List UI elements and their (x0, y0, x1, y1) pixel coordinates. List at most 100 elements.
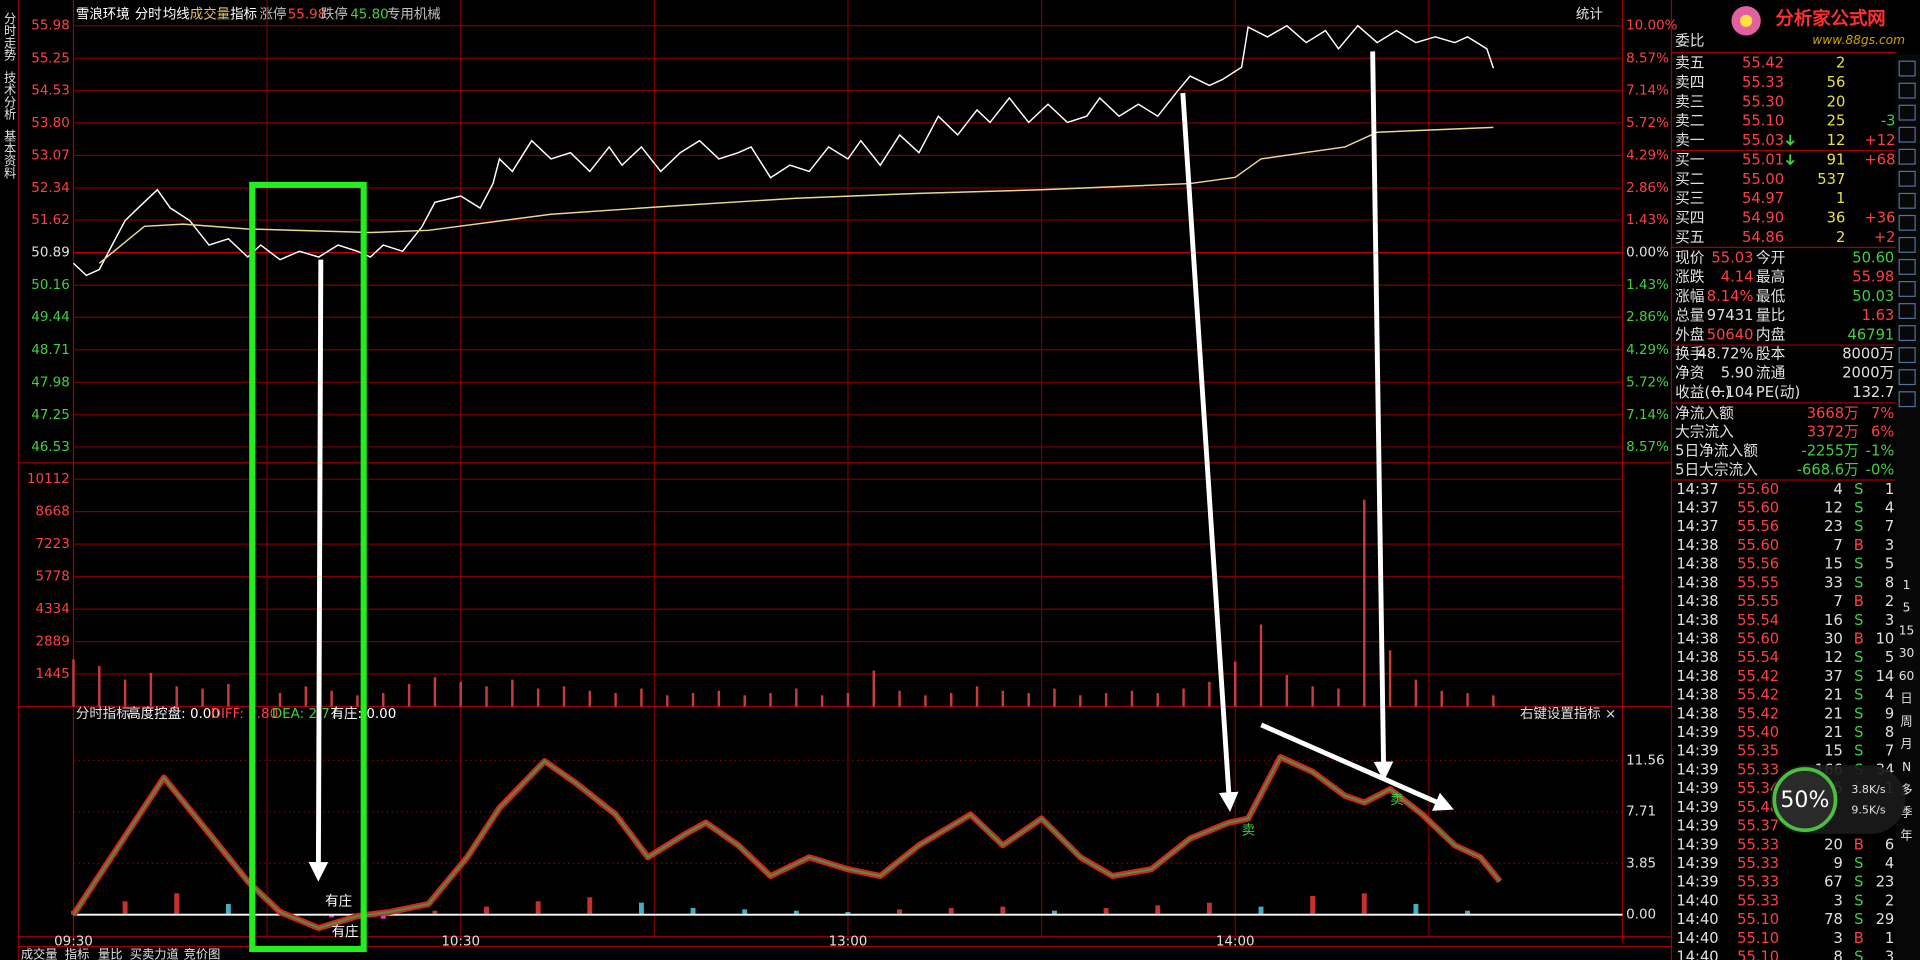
book-volume: 12 (1827, 132, 1846, 149)
tool-icon[interactable] (1898, 325, 1916, 342)
volume-bar (717, 690, 721, 707)
tool-icon[interactable] (1898, 148, 1916, 165)
toolbar (1895, 53, 1920, 960)
tool-icon[interactable] (1898, 236, 1916, 253)
tool-icon[interactable] (1898, 281, 1916, 297)
flow-value: 3668万 (1807, 405, 1859, 422)
bottom-tab[interactable]: 买卖力道 (130, 948, 179, 960)
tool-icon[interactable] (1898, 126, 1916, 143)
side-tab[interactable]: 基本资料 (2, 130, 16, 179)
trade-side: S (1854, 687, 1863, 704)
period-key[interactable]: 周 (1900, 714, 1912, 728)
macd-bar (587, 897, 593, 915)
stats-button[interactable]: 统计 (1576, 7, 1603, 23)
macd-bar (432, 910, 438, 915)
tool-icon[interactable] (1898, 303, 1916, 319)
indicator-settings[interactable]: 右键设置指标 × (1520, 706, 1616, 722)
book-label: 买二 (1675, 171, 1704, 188)
tool-icon[interactable] (1898, 60, 1916, 77)
trade-time: 14:38 (1676, 668, 1718, 685)
trade-price: 55.60 (1737, 500, 1779, 517)
volume-bar (924, 695, 927, 707)
flow-pct: 6% (1871, 424, 1894, 441)
period-key[interactable]: N (1902, 760, 1911, 774)
trade-price: 55.37 (1737, 818, 1779, 835)
tool-icon[interactable] (1898, 104, 1916, 121)
period-key[interactable]: 15 (1899, 623, 1915, 637)
period-key[interactable]: 月 (1900, 737, 1912, 751)
tool-icon[interactable] (1898, 192, 1916, 209)
book-price: 54.97 (1742, 190, 1784, 207)
side-tab[interactable]: 分时走势 (2, 12, 16, 61)
book-label: 买三 (1675, 190, 1704, 207)
trade-time: 14:38 (1676, 630, 1718, 647)
quote-label: 涨跌 (1675, 269, 1705, 286)
volume-bar (227, 684, 230, 707)
tool-icon[interactable] (1898, 82, 1916, 99)
tool-icon[interactable] (1898, 369, 1916, 386)
tool-icon[interactable] (1898, 214, 1916, 231)
trade-price: 55.54 (1737, 649, 1779, 666)
volume-bar (1079, 695, 1082, 707)
tool-icon[interactable] (1898, 391, 1916, 408)
trade-time: 14:38 (1676, 574, 1718, 591)
book-label: 卖四 (1675, 74, 1704, 91)
y-tick-label: 47.25 (31, 408, 70, 423)
volume-bar (1027, 693, 1030, 707)
tool-icon[interactable] (1898, 347, 1916, 364)
book-price: 54.90 (1742, 209, 1784, 226)
pct-tick-label: 10.00% (1626, 19, 1678, 34)
bottom-tab[interactable]: 成交量 (21, 947, 58, 960)
trade-time: 14:38 (1676, 612, 1718, 629)
book-change: +68 (1865, 151, 1896, 168)
y-tick-label: 3.85 (1626, 856, 1656, 871)
trade-price: 55.40 (1737, 724, 1779, 741)
trade-side: S (1854, 500, 1863, 517)
side-tab[interactable]: 技术分析 (2, 71, 16, 121)
trade-count: 4 (1885, 855, 1894, 872)
trade-price: 55.42 (1737, 668, 1779, 685)
period-key[interactable]: 30 (1899, 646, 1915, 660)
trade-price: 55.10 (1737, 949, 1779, 960)
volume-bar (1285, 675, 1289, 707)
y-tick-label: 5778 (36, 570, 70, 585)
trade-volume: 12 (1824, 500, 1843, 517)
bottom-tab[interactable]: 量比 (98, 948, 122, 960)
period-key[interactable]: 1 (1903, 578, 1911, 592)
book-change: +2 (1874, 229, 1896, 246)
period-key[interactable]: 日 (1900, 692, 1912, 706)
trade-count: 23 (1876, 874, 1895, 891)
trade-count: 14 (1876, 668, 1895, 685)
trade-time: 14:39 (1676, 743, 1718, 760)
volume-bar (1001, 690, 1005, 707)
tool-icon[interactable] (1898, 258, 1916, 275)
book-price: 55.00 (1742, 171, 1784, 188)
macd-bar (174, 893, 180, 915)
book-volume: 25 (1827, 113, 1846, 130)
quote-label: 涨幅 (1675, 288, 1704, 305)
period-key[interactable]: 60 (1899, 669, 1915, 683)
bottom-tab[interactable]: 竞价图 (184, 948, 221, 960)
flow-label: 大宗流入 (1675, 423, 1734, 441)
period-key[interactable]: 年 (1900, 828, 1912, 842)
indicator-value: DEA: 2.77 (272, 707, 339, 722)
tool-icon[interactable] (1898, 170, 1916, 187)
bottom-tab[interactable]: 指标 (65, 947, 89, 960)
volume-bar (975, 686, 979, 707)
trade-time: 14:38 (1676, 705, 1718, 722)
trade-count: 6 (1885, 836, 1894, 853)
trade-time: 14:39 (1676, 836, 1718, 853)
macd-bar (897, 909, 903, 915)
macd-bar (329, 914, 335, 918)
quote-label: PE(动) (1756, 384, 1800, 401)
volume-bar (304, 686, 308, 707)
trade-volume: 16 (1824, 612, 1843, 629)
volume-bar (72, 659, 75, 707)
volume-bar (1182, 688, 1185, 707)
period-key[interactable]: 5 (1903, 601, 1911, 615)
trade-count: 4 (1885, 500, 1894, 517)
macd-bar (122, 901, 128, 915)
trade-side: B (1854, 630, 1864, 647)
quote-value: 55.03 (1711, 249, 1753, 266)
volume-bar (1363, 499, 1366, 707)
